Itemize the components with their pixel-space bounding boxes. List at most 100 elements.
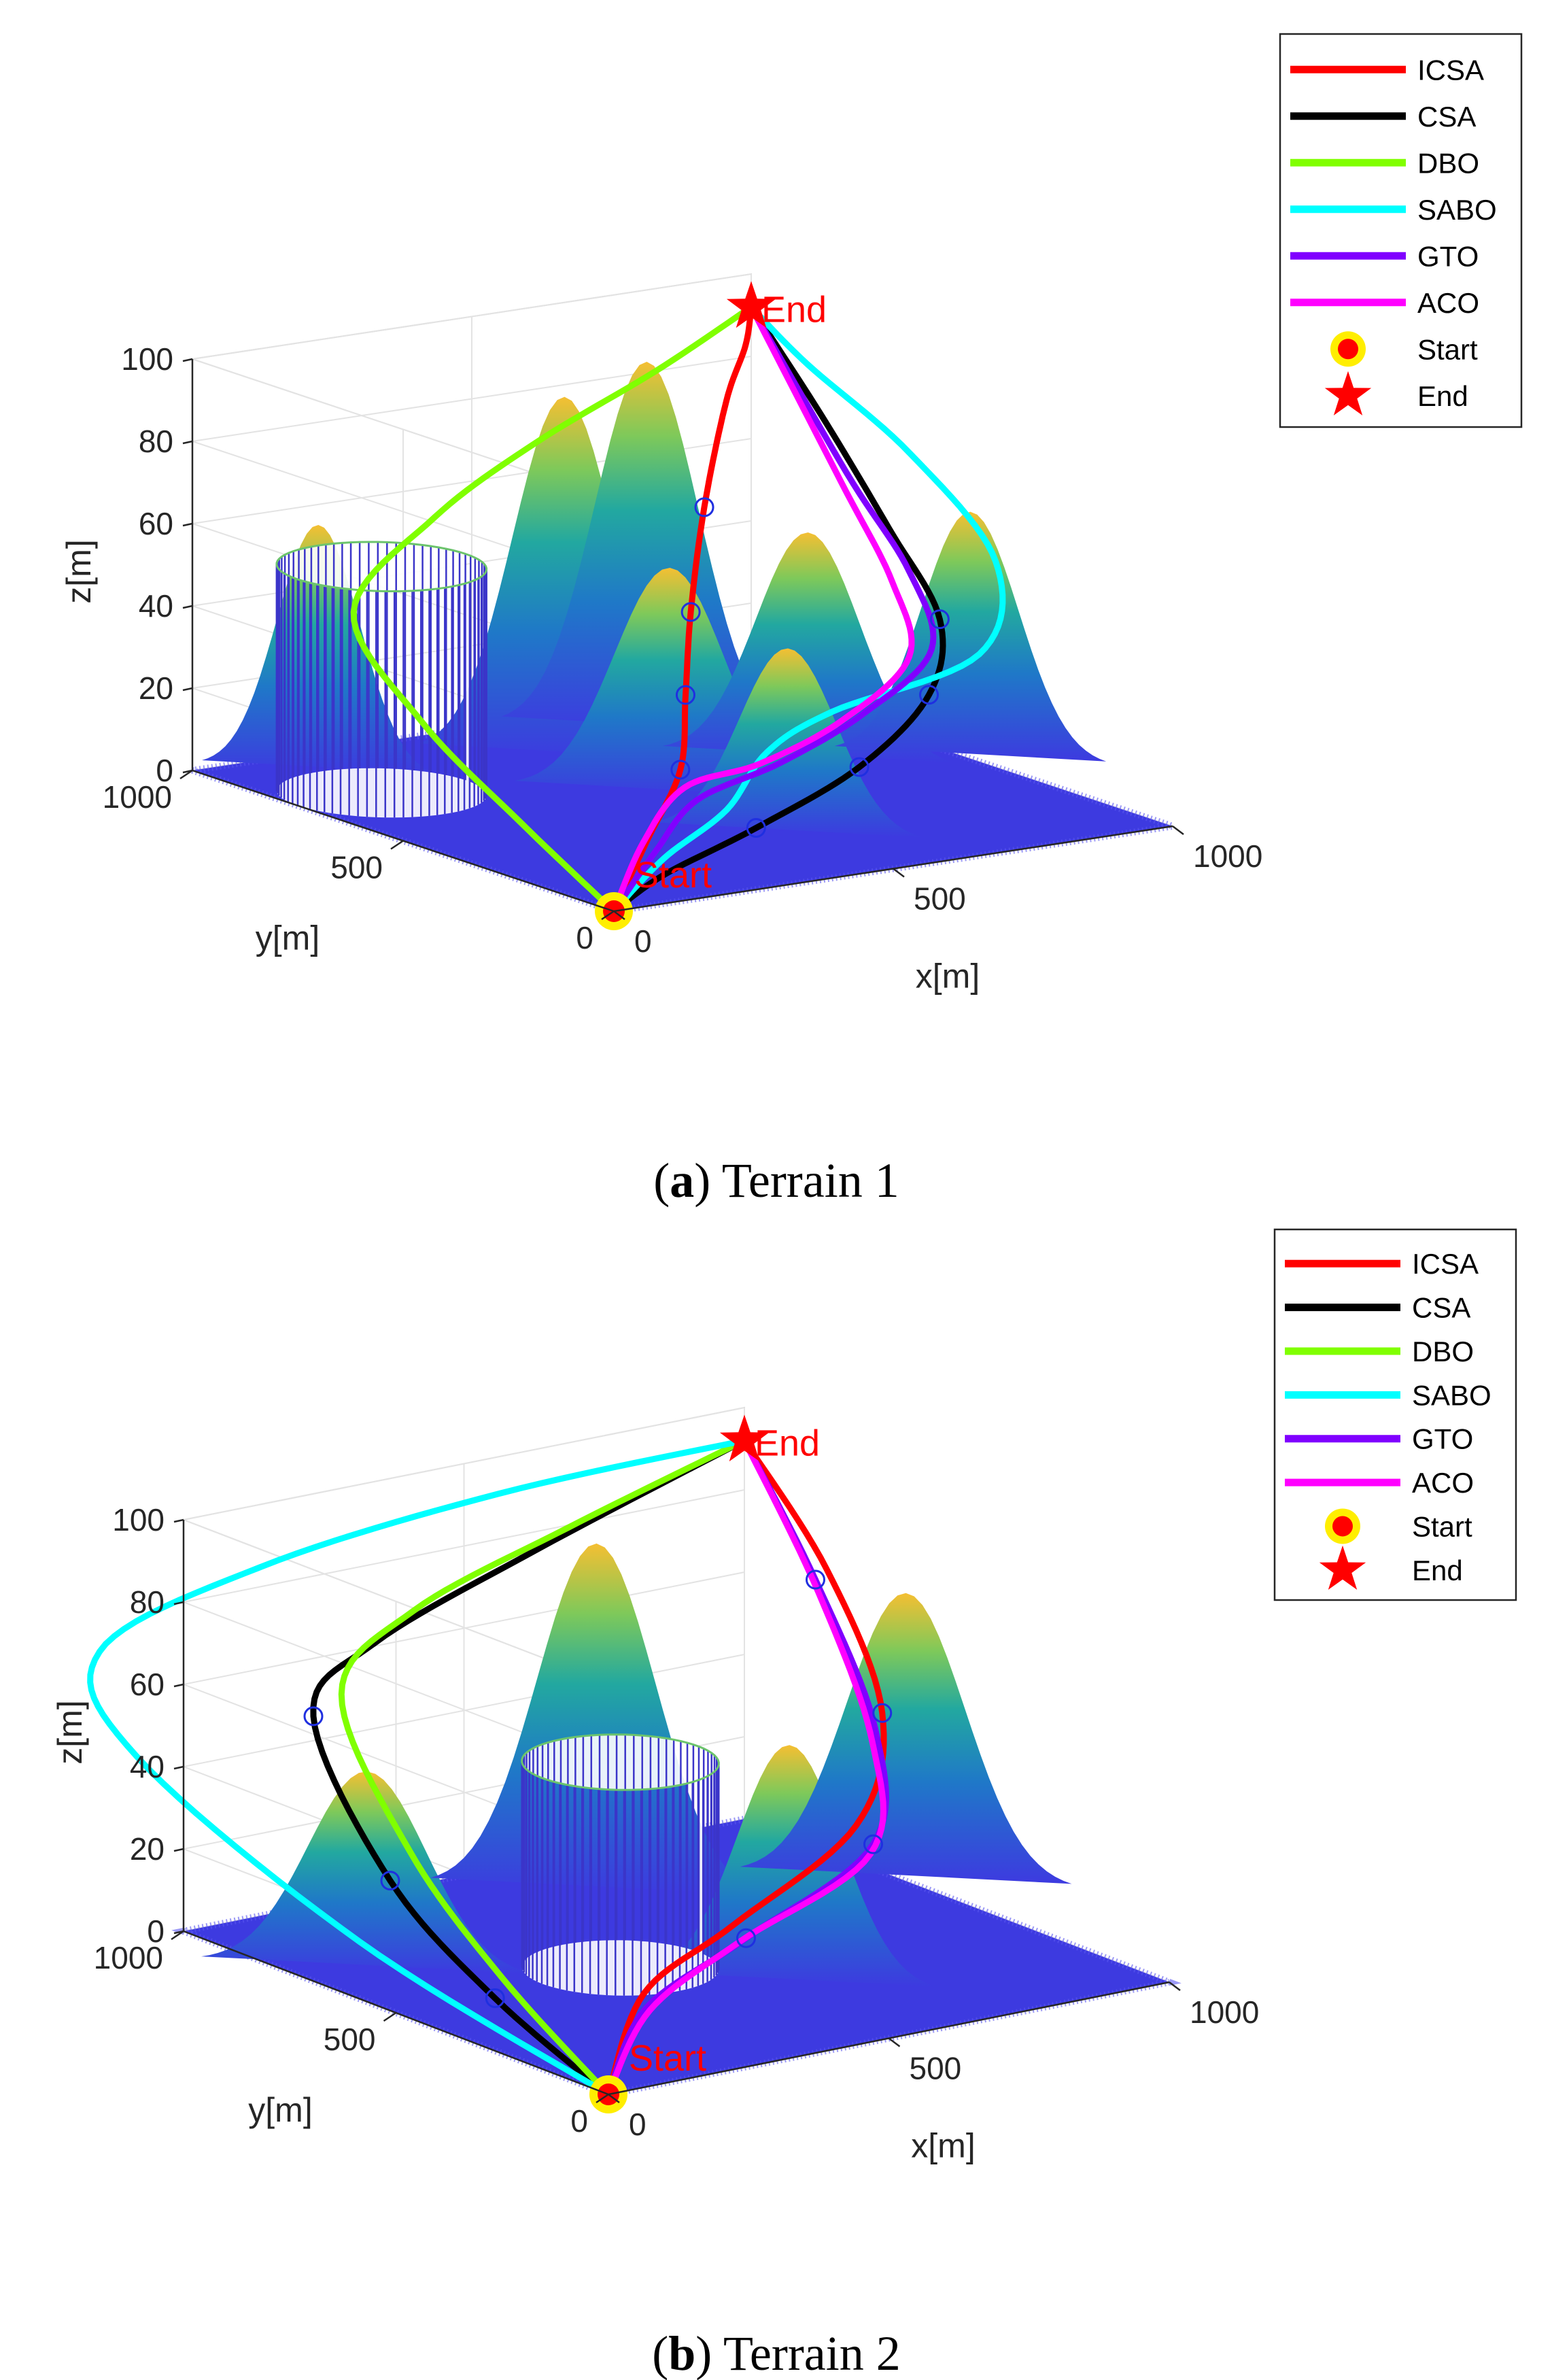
x-tick-label: 0 — [634, 923, 652, 959]
legend-item-icsa: ICSA — [1290, 54, 1484, 86]
legend-label: CSA — [1412, 1292, 1470, 1324]
caption-text: Terrain 1 — [722, 1153, 899, 1208]
z-tick — [173, 1765, 184, 1770]
y-tick — [383, 2011, 397, 2022]
legend-label: ACO — [1417, 287, 1479, 319]
legend-end-marker — [1324, 371, 1372, 415]
legend-item-dbo: DBO — [1285, 1336, 1474, 1367]
waypoint-marker — [849, 757, 869, 777]
legend-label: SABO — [1417, 194, 1497, 226]
z-tick-label: 60 — [130, 1667, 165, 1702]
x-tick-label: 1000 — [1190, 1994, 1259, 2030]
z-tick-label: 20 — [130, 1831, 165, 1867]
end-marker — [726, 281, 776, 328]
caption-panel-label: b — [668, 2326, 695, 2380]
legend-label: ICSA — [1417, 54, 1484, 86]
waypoint-marker — [675, 685, 695, 705]
path-icsa — [605, 1437, 887, 2098]
legend-item-start: Start — [1330, 331, 1478, 367]
path-sabo — [87, 1437, 748, 2098]
y-tick — [390, 840, 404, 850]
z-tick-label: 80 — [139, 424, 173, 459]
waypoint-marker — [919, 685, 939, 705]
path-series — [87, 1437, 893, 2098]
terrain-peak — [662, 532, 954, 763]
waypoint-marker — [485, 1988, 505, 2009]
legend-item-end: End — [1324, 371, 1468, 415]
legend-label: ICSA — [1412, 1248, 1479, 1280]
y-axis-label: y[m] — [248, 2091, 312, 2129]
x-axis-label: x[m] — [911, 2127, 975, 2165]
z-tick — [173, 1683, 184, 1688]
waypoint-marker — [746, 818, 766, 838]
waypoint-marker — [872, 1703, 893, 1723]
y-tick-label: 1000 — [103, 779, 172, 815]
z-tick-label: 0 — [147, 1914, 165, 1949]
legend-start-marker — [1332, 1516, 1353, 1537]
x-tick — [613, 911, 625, 920]
legend: ICSA CSA DBO SABO GTO ACO Start End — [1273, 1228, 1517, 1601]
cylinder-obstacle — [275, 541, 488, 818]
legend-label: GTO — [1412, 1423, 1473, 1455]
end-marker — [719, 1414, 770, 1462]
legend-item-gto: GTO — [1290, 240, 1479, 272]
legend-start-marker — [1338, 339, 1358, 360]
caption-panel-label: a — [670, 1153, 694, 1208]
path-gto — [610, 303, 937, 915]
y-tick — [601, 910, 615, 921]
legend-item-aco: ACO — [1290, 287, 1479, 319]
x-axis-label: x[m] — [916, 957, 980, 996]
z-tick-label: 40 — [130, 1749, 165, 1784]
waypoint-marker — [303, 1706, 324, 1727]
cylinder-body — [275, 541, 488, 818]
end-label: End — [755, 1423, 820, 1463]
path-aco — [610, 303, 915, 915]
z-tick-label: 0 — [156, 753, 173, 788]
axis-ticks: 0 20 40 60 80 100 z[m] 0 500 1000 y[m] 0 500 1000 x[m] — [51, 1502, 1259, 2165]
z-tick — [182, 440, 193, 445]
legend-item-start: Start — [1325, 1508, 1472, 1544]
terrain-peak — [740, 1593, 1072, 1884]
path-csa — [310, 1437, 748, 2098]
end-label: End — [761, 289, 827, 330]
z-tick — [182, 687, 193, 692]
z-tick — [182, 605, 193, 609]
cylinder-top-rim — [275, 541, 488, 593]
z-tick — [182, 358, 193, 362]
legend-label: End — [1417, 380, 1468, 412]
z-tick-label: 100 — [121, 341, 173, 377]
path-series — [350, 303, 1006, 915]
waypoint-marker — [670, 760, 691, 780]
legend-item-gto: GTO — [1285, 1423, 1473, 1455]
legend-item-end: End — [1319, 1545, 1463, 1590]
x-tick — [1172, 826, 1184, 835]
y-tick-label: 500 — [330, 850, 383, 885]
x-tick-label: 0 — [629, 2107, 646, 2142]
y-tick — [171, 1930, 184, 1941]
caption-text: Terrain 2 — [723, 2326, 901, 2380]
x-tick — [608, 2094, 620, 2103]
waypoint-marker — [929, 609, 950, 630]
legend-label: Start — [1417, 333, 1478, 365]
legend-box — [1273, 1228, 1517, 1601]
legend-item-sabo: SABO — [1285, 1379, 1491, 1411]
x-tick — [1169, 1982, 1181, 1991]
legend-item-sabo: SABO — [1290, 194, 1497, 226]
cylinder-top-rim — [521, 1733, 720, 1791]
z-tick — [173, 1518, 184, 1523]
path-aco — [605, 1437, 886, 2098]
waypoint-marker — [380, 1871, 400, 1891]
legend-label: GTO — [1417, 240, 1479, 272]
start-label: Start — [629, 2038, 706, 2079]
endpoint-markers: Start End — [595, 281, 827, 930]
terrain-peak — [501, 362, 793, 733]
path-dbo — [338, 1437, 748, 2098]
waypoint-marker — [694, 497, 714, 517]
start-label: Start — [634, 855, 712, 896]
chart-panel-terrain-1: Start End 0 20 40 60 80 100 z[m] 0 500 1000 y[m] 0 50… — [60, 33, 1523, 1208]
x-tick-label: 500 — [910, 2051, 962, 2086]
z-tick-label: 40 — [139, 588, 173, 624]
legend-item-csa: CSA — [1285, 1292, 1470, 1324]
waypoint-marker — [863, 1834, 883, 1854]
